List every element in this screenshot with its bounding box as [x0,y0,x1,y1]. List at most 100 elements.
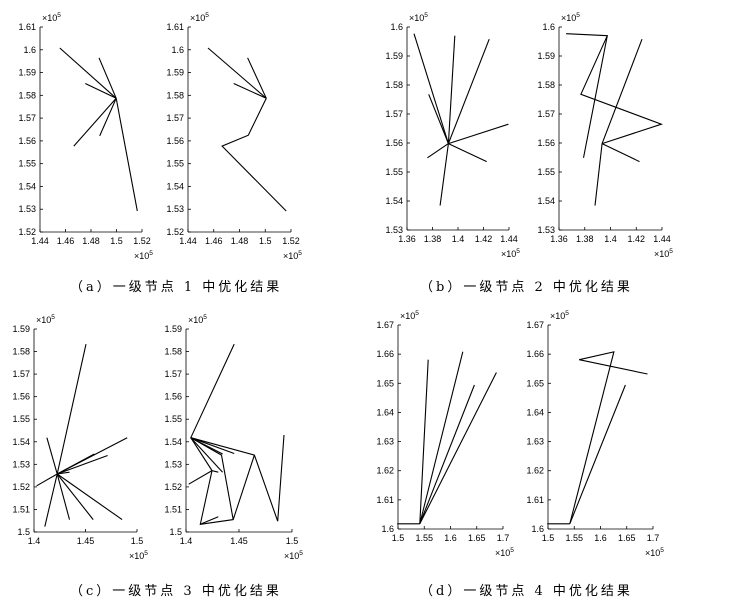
y-tick-label: 1.59 [385,51,403,61]
x-tick-label: 1.36 [398,234,416,244]
route-line [221,98,287,212]
y-tick-label: 1.54 [537,196,555,206]
y-tick-label: 1.52 [164,482,182,492]
route-line [190,437,224,473]
y-tick-label: 1.6 [542,22,555,32]
y-tick-label: 1.6 [390,22,403,32]
subplot-7: 1.6 1.61 1.62 1.63 1.64 1.65 1.66 1.67 1.5 1.55 1.… [376,310,514,558]
x-tick-label: 1.45 [77,536,95,546]
x-tick-label: 1.5 [392,533,405,543]
y-tick-label: 1.5 [169,527,182,537]
y-tick-label: 1.67 [526,320,544,330]
y-tick-label: 1.6 [171,45,184,55]
x-tick-label: 1.44 [179,236,197,246]
y-tick-label: 1.54 [166,181,184,191]
y-exponent-label: ×105 [190,12,209,23]
y-tick-label: 1.63 [526,437,544,447]
y-tick-label: 1.56 [18,136,36,146]
y-tick-label: 1.53 [18,204,36,214]
x-tick-label: 1.46 [57,236,75,246]
route-line [428,94,449,144]
x-tick-label: 1.48 [231,236,249,246]
subplot-4: 1.53 1.54 1.55 1.56 1.57 1.58 1.59 1.6 1.36 1.38 1… [537,12,673,259]
subplot-3: 1.53 1.54 1.55 1.56 1.57 1.58 1.59 1.6 1.36 1.38 1… [385,12,520,259]
y-tick-label: 1.66 [526,349,544,359]
route-line [419,359,429,524]
y-tick-label: 1.59 [164,324,182,334]
x-tick-label: 1.6 [594,533,607,543]
y-tick-label: 1.59 [18,68,36,78]
x-tick-label: 1.7 [647,533,660,543]
x-exponent-label: ×105 [134,250,153,261]
x-tick-label: 1.4 [180,536,193,546]
x-tick-label: 1.4 [28,536,41,546]
y-tick-label: 1.55 [385,167,403,177]
subplot-2: 1.52 1.53 1.54 1.55 1.56 1.57 1.58 1.59 1.6 1.61 1… [166,12,302,261]
route-line [56,453,95,475]
y-tick-label: 1.57 [166,113,184,123]
y-tick-label: 1.55 [164,414,182,424]
y-tick-label: 1.55 [18,159,36,169]
route-line [190,434,285,522]
x-exponent-label: ×105 [654,248,673,259]
y-tick-label: 1.67 [376,320,394,330]
x-tick-label: 1.44 [31,236,49,246]
y-tick-label: 1.57 [18,113,36,123]
y-exponent-label: ×105 [409,12,428,23]
y-tick-label: 1.58 [385,80,403,90]
y-tick-label: 1.56 [537,138,555,148]
route-line [190,343,235,455]
route-line [190,437,234,520]
route-line [190,437,235,455]
route-line [566,33,608,158]
y-tick-label: 1.58 [166,90,184,100]
route-line [601,39,643,144]
y-tick-label: 1.61 [18,22,36,32]
y-tick-label: 1.53 [385,225,403,235]
x-exponent-label: ×105 [645,547,664,558]
subplot-1: 1.52 1.53 1.54 1.55 1.56 1.57 1.58 1.59 1.6 1.61 1… [18,12,153,261]
route-line [601,143,640,163]
y-tick-label: 1.61 [376,495,394,505]
y-tick-label: 1.53 [166,204,184,214]
x-exponent-label: ×105 [283,250,302,261]
y-tick-label: 1.61 [526,495,544,505]
y-tick-label: 1.58 [164,347,182,357]
route-line [46,437,58,475]
x-tick-label: 1.5 [131,536,144,546]
x-tick-label: 1.55 [565,533,583,543]
x-exponent-label: ×105 [284,550,303,561]
route-line [247,57,267,99]
y-tick-label: 1.55 [537,167,555,177]
y-tick-label: 1.66 [376,349,394,359]
y-tick-label: 1.52 [166,227,184,237]
y-tick-label: 1.62 [526,466,544,476]
route-line [57,471,70,475]
x-tick-label: 1.44 [500,234,518,244]
route-line [56,473,71,520]
y-tick-label: 1.65 [376,378,394,388]
y-exponent-label: ×105 [188,314,207,325]
y-tick-label: 1.61 [166,22,184,32]
x-tick-label: 1.44 [653,234,671,244]
y-tick-label: 1.6 [531,524,544,534]
x-tick-label: 1.55 [415,533,433,543]
y-tick-label: 1.56 [385,138,403,148]
y-tick-label: 1.55 [166,159,184,169]
y-tick-label: 1.53 [12,459,30,469]
route-line [73,97,117,147]
route-line [56,343,87,475]
y-tick-label: 1.64 [526,407,544,417]
x-tick-label: 1.36 [550,234,568,244]
x-tick-label: 1.5 [286,536,299,546]
route-line [233,82,267,99]
route-line [85,83,117,99]
y-tick-label: 1.57 [537,109,555,119]
x-tick-label: 1.4 [452,234,465,244]
route-line [427,143,449,159]
x-tick-label: 1.65 [468,533,486,543]
y-tick-label: 1.6 [381,524,394,534]
route-line [200,516,219,525]
x-tick-label: 1.42 [627,234,645,244]
